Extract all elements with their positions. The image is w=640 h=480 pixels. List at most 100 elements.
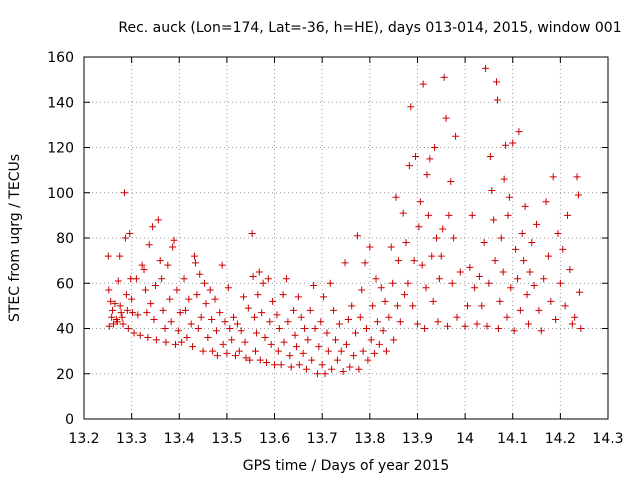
data-point bbox=[526, 268, 534, 276]
data-point bbox=[335, 320, 343, 328]
data-point bbox=[117, 309, 125, 317]
data-point bbox=[491, 257, 499, 265]
data-point bbox=[542, 198, 550, 206]
data-points bbox=[104, 64, 585, 378]
data-point bbox=[412, 153, 420, 161]
data-point bbox=[439, 225, 447, 233]
data-point bbox=[328, 365, 336, 373]
data-point bbox=[355, 365, 363, 373]
data-point bbox=[261, 334, 269, 342]
data-point bbox=[204, 334, 212, 342]
data-point bbox=[218, 261, 226, 269]
data-point bbox=[429, 297, 437, 305]
data-point bbox=[494, 325, 502, 332]
data-point bbox=[437, 252, 445, 260]
plot-frame bbox=[83, 56, 609, 420]
data-point bbox=[104, 252, 112, 260]
data-point bbox=[202, 300, 210, 308]
data-point bbox=[282, 275, 290, 283]
data-point bbox=[556, 279, 564, 287]
data-point bbox=[456, 268, 464, 276]
data-point bbox=[500, 175, 508, 183]
data-point bbox=[530, 282, 538, 290]
data-point bbox=[284, 318, 292, 326]
data-point bbox=[105, 286, 113, 294]
data-point bbox=[359, 347, 367, 355]
data-point bbox=[216, 309, 224, 317]
data-point bbox=[433, 234, 441, 242]
data-point bbox=[269, 297, 277, 305]
data-point bbox=[393, 302, 401, 310]
data-point bbox=[453, 313, 461, 321]
data-point bbox=[235, 347, 243, 355]
x-tick-label: 14.3 bbox=[592, 431, 623, 447]
data-point bbox=[521, 202, 529, 210]
data-point bbox=[426, 155, 434, 163]
data-point bbox=[299, 349, 307, 357]
data-point bbox=[145, 241, 153, 249]
data-point bbox=[410, 257, 418, 265]
x-tick-label: 13.2 bbox=[68, 431, 99, 447]
data-point bbox=[150, 315, 158, 323]
data-point bbox=[297, 313, 305, 321]
data-point bbox=[577, 325, 585, 332]
data-point bbox=[499, 268, 507, 276]
data-point bbox=[170, 236, 178, 244]
data-point bbox=[428, 252, 436, 260]
x-axis-label: GPS time / Days of year 2015 bbox=[243, 458, 450, 474]
data-point bbox=[333, 356, 341, 364]
data-point bbox=[473, 320, 481, 328]
data-point bbox=[242, 354, 250, 362]
data-point bbox=[482, 64, 490, 72]
data-point bbox=[141, 286, 149, 294]
data-point bbox=[231, 352, 239, 360]
x-tick-label: 14.2 bbox=[545, 431, 576, 447]
data-point bbox=[154, 216, 162, 224]
data-point bbox=[332, 336, 340, 344]
data-point bbox=[321, 370, 329, 378]
data-point bbox=[266, 318, 274, 326]
data-point bbox=[493, 78, 501, 86]
data-point bbox=[513, 275, 521, 283]
data-point bbox=[292, 343, 300, 351]
data-point bbox=[466, 263, 474, 271]
data-point bbox=[132, 275, 140, 283]
data-point bbox=[520, 257, 528, 265]
data-point bbox=[176, 309, 184, 317]
data-point bbox=[445, 211, 453, 219]
data-point bbox=[118, 313, 126, 321]
data-point bbox=[134, 311, 142, 319]
data-point bbox=[166, 295, 174, 303]
data-point bbox=[241, 338, 249, 346]
data-point bbox=[271, 361, 279, 369]
data-point bbox=[164, 261, 172, 269]
data-point bbox=[356, 313, 364, 321]
data-point bbox=[533, 220, 541, 228]
data-point bbox=[302, 365, 310, 373]
data-point bbox=[159, 306, 167, 314]
data-point bbox=[346, 363, 354, 371]
data-point bbox=[249, 272, 257, 280]
data-point bbox=[273, 311, 281, 319]
data-point bbox=[450, 234, 458, 242]
data-point bbox=[471, 284, 479, 292]
y-tick-label: 140 bbox=[47, 95, 74, 111]
y-tick-label: 80 bbox=[56, 231, 74, 247]
data-point bbox=[277, 361, 285, 369]
data-point bbox=[574, 191, 582, 199]
data-point bbox=[201, 279, 209, 287]
data-point bbox=[113, 318, 121, 326]
data-point bbox=[422, 284, 430, 292]
data-point bbox=[174, 327, 182, 335]
data-point bbox=[199, 347, 207, 355]
data-point bbox=[372, 275, 380, 283]
data-point bbox=[274, 347, 282, 355]
data-point bbox=[399, 209, 407, 217]
data-point bbox=[151, 282, 159, 290]
data-point bbox=[290, 306, 298, 314]
data-point bbox=[364, 356, 372, 364]
data-point bbox=[130, 329, 138, 337]
data-point bbox=[161, 325, 169, 332]
data-point bbox=[421, 325, 429, 332]
data-point bbox=[502, 141, 510, 149]
